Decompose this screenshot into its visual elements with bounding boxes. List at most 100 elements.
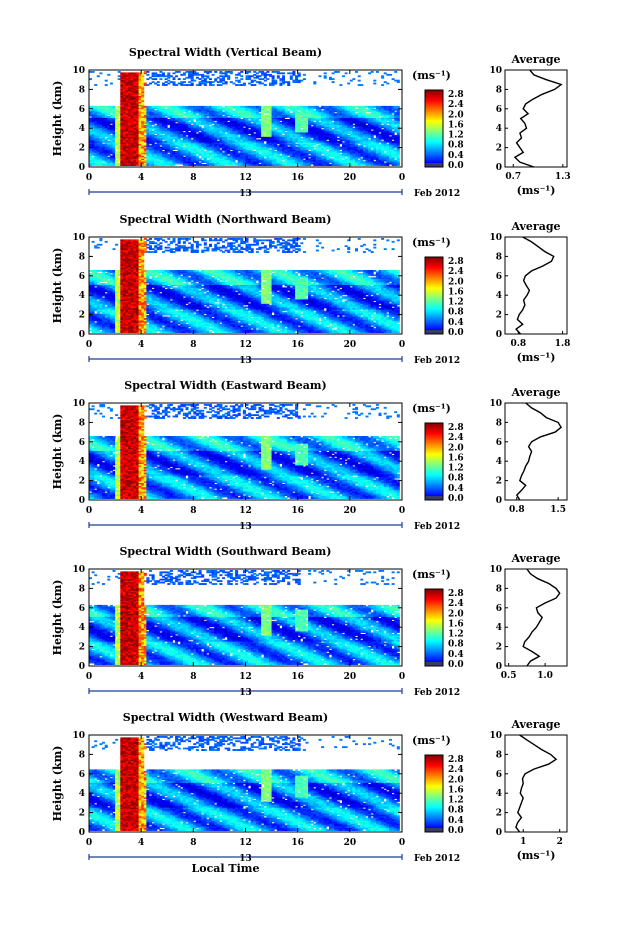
heatmap-cell xyxy=(292,137,296,140)
heatmap-cell xyxy=(172,145,176,148)
heatmap-cell xyxy=(91,71,95,73)
heatmap-cell xyxy=(190,108,194,111)
heatmap-cell xyxy=(130,72,134,75)
heatmap-cell xyxy=(271,82,275,85)
heatmap-cell xyxy=(164,126,168,129)
heatmap-cell xyxy=(266,149,270,152)
heatmap-cell xyxy=(180,110,184,113)
heatmap-cell xyxy=(112,110,116,113)
heatmap-cell xyxy=(136,146,140,149)
heatmap-cell xyxy=(274,161,278,164)
heatmap-cell xyxy=(146,121,150,124)
heatmap-cell xyxy=(253,152,257,155)
heatmap-cell xyxy=(185,140,189,143)
heatmap-cell xyxy=(198,114,202,117)
heatmap-cell xyxy=(237,114,241,117)
heatmap-cell xyxy=(122,114,126,117)
heatmap-cell xyxy=(242,158,246,161)
heatmap-cell xyxy=(133,119,137,121)
heatmap-cell xyxy=(167,110,171,113)
heatmap-cell xyxy=(146,107,150,110)
heatmap-cell xyxy=(128,149,132,152)
heatmap-cell xyxy=(164,111,168,114)
heatmap-cell xyxy=(292,119,296,121)
heatmap-cell xyxy=(125,101,129,104)
heatmap-cell xyxy=(138,72,142,75)
heatmap-cell xyxy=(141,84,145,86)
heatmap-cell xyxy=(266,110,270,113)
heatmap-cell xyxy=(237,156,241,159)
heatmap-cell xyxy=(89,133,93,136)
heatmap-cell xyxy=(235,79,239,82)
heatmap-cell xyxy=(162,82,166,85)
heatmap-cell xyxy=(289,145,293,148)
heatmap-cell xyxy=(177,113,181,116)
heatmap-cell xyxy=(94,116,98,118)
heatmap-cell xyxy=(321,129,325,132)
heatmap-cell xyxy=(209,127,213,130)
heatmap-cell xyxy=(172,164,176,166)
heatmap-cell xyxy=(227,164,231,166)
heatmap-cell xyxy=(193,139,197,142)
heatmap-cell xyxy=(89,137,93,140)
heatmap-cell xyxy=(300,137,304,140)
heatmap-cell xyxy=(164,161,168,164)
heatmap-cell xyxy=(261,72,265,75)
heatmap-cell xyxy=(232,146,236,149)
heatmap-cell xyxy=(138,123,142,126)
heatmap-cell xyxy=(266,116,270,118)
heatmap-cell xyxy=(355,108,359,111)
heatmap-cell xyxy=(164,143,168,146)
heatmap-cell xyxy=(242,120,246,123)
heatmap-cell xyxy=(112,155,116,158)
heatmap-cell xyxy=(182,162,186,165)
heatmap-cell xyxy=(107,140,111,143)
heatmap-cell xyxy=(180,159,184,162)
heatmap-cell xyxy=(151,155,155,158)
heatmap-cell xyxy=(182,159,186,162)
heatmap-cell xyxy=(274,79,278,82)
heatmap-cell xyxy=(164,123,168,126)
heatmap-cell xyxy=(112,156,116,159)
heatmap-cell xyxy=(172,81,176,84)
heatmap-cell xyxy=(175,158,179,161)
heatmap-cell xyxy=(201,148,205,150)
heatmap-cell xyxy=(154,146,158,149)
heatmap-cell xyxy=(122,72,126,75)
heatmap-cell xyxy=(276,161,280,164)
heatmap-cell xyxy=(94,107,98,110)
heatmap-cell xyxy=(117,108,121,111)
heatmap-cell xyxy=(141,116,145,118)
heatmap-cell xyxy=(206,155,210,158)
heatmap-cell xyxy=(190,119,194,121)
heatmap-cell xyxy=(149,145,153,148)
heatmap-cell xyxy=(282,75,286,78)
heatmap-cell xyxy=(329,105,333,108)
heatmap-cell xyxy=(99,159,103,162)
heatmap-cell xyxy=(185,143,189,146)
heatmap-cell xyxy=(169,105,173,108)
heatmap-cell xyxy=(219,84,223,86)
heatmap-cell xyxy=(381,84,385,86)
heatmap-cell xyxy=(214,133,218,136)
heatmap-cell xyxy=(258,145,262,148)
heatmap-cell xyxy=(182,105,186,108)
heatmap-cell xyxy=(122,127,126,130)
heatmap-cell xyxy=(203,82,207,85)
heatmap-cell xyxy=(138,111,142,114)
heatmap-cell xyxy=(232,143,236,146)
heatmap-cell xyxy=(122,149,126,152)
heatmap-cell xyxy=(279,124,283,127)
heatmap-cell xyxy=(245,120,249,123)
heatmap-cell xyxy=(136,75,140,78)
heatmap-cell xyxy=(172,126,176,129)
heatmap-cell xyxy=(242,110,246,113)
heatmap-cell xyxy=(193,121,197,124)
heatmap-cell xyxy=(292,124,296,127)
heatmap-cell xyxy=(146,73,150,76)
heatmap-cell xyxy=(219,155,223,158)
heatmap-cell xyxy=(120,114,124,117)
heatmap-cell xyxy=(151,121,155,124)
heatmap-cell xyxy=(190,158,194,161)
heatmap-cell xyxy=(162,123,166,126)
